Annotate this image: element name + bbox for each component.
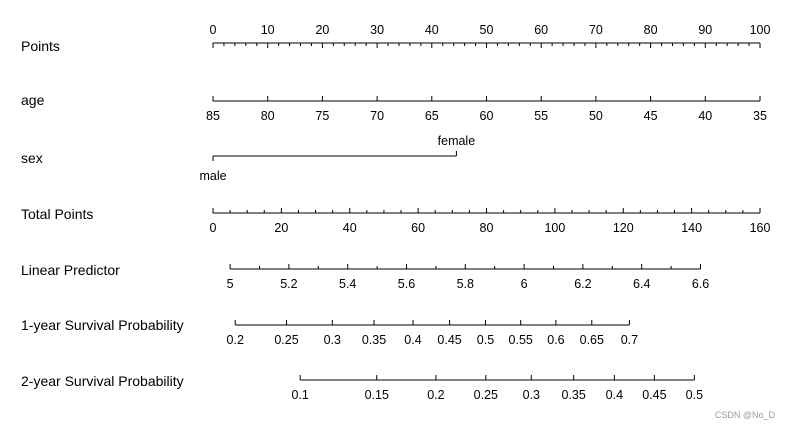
- label-linear-predictor: Linear Predictor: [21, 262, 120, 278]
- surv2-tick-label: 0.5: [686, 388, 703, 402]
- age-tick-label: 50: [589, 109, 603, 123]
- surv1-tick-label: 0.45: [437, 333, 461, 347]
- age-tick-label: 75: [315, 109, 329, 123]
- lp-tick-label: 5.8: [457, 277, 474, 291]
- total-tick-label: 40: [343, 221, 357, 235]
- total-tick-label: 80: [480, 221, 494, 235]
- lp-tick-label: 6.2: [574, 277, 591, 291]
- lp-tick-label: 5: [227, 277, 234, 291]
- lp-tick-label: 6.6: [692, 277, 709, 291]
- age-tick-label: 65: [425, 109, 439, 123]
- surv2-tick-label: 0.25: [474, 388, 498, 402]
- sex-label-female: female: [438, 134, 476, 148]
- points-tick-label: 50: [480, 23, 494, 37]
- total-tick-label: 140: [681, 221, 702, 235]
- points-tick-label: 100: [750, 23, 771, 37]
- age-tick-label: 85: [206, 109, 220, 123]
- surv2-tick-label: 0.35: [562, 388, 586, 402]
- age-tick-label: 80: [261, 109, 275, 123]
- age-tick-label: 45: [644, 109, 658, 123]
- surv2-tick-label: 0.45: [642, 388, 666, 402]
- surv1-tick-label: 0.4: [404, 333, 421, 347]
- points-tick-label: 60: [534, 23, 548, 37]
- surv1-tick-label: 0.2: [227, 333, 244, 347]
- total-tick-label: 160: [750, 221, 771, 235]
- surv1-tick-label: 0.65: [580, 333, 604, 347]
- total-tick-label: 100: [544, 221, 565, 235]
- age-tick-label: 60: [480, 109, 494, 123]
- lp-tick-label: 6.4: [633, 277, 650, 291]
- label-1yr-survival: 1-year Survival Probability: [21, 317, 184, 333]
- points-tick-label: 90: [698, 23, 712, 37]
- label-points: Points: [21, 38, 60, 54]
- total-tick-label: 0: [210, 221, 217, 235]
- age-tick-label: 55: [534, 109, 548, 123]
- surv2-tick-label: 0.4: [606, 388, 623, 402]
- surv1-tick-label: 0.35: [362, 333, 386, 347]
- lp-tick-label: 5.4: [339, 277, 356, 291]
- surv1-tick-label: 0.7: [621, 333, 638, 347]
- points-tick-label: 10: [261, 23, 275, 37]
- lp-tick-label: 5.2: [280, 277, 297, 291]
- total-tick-label: 20: [274, 221, 288, 235]
- lp-tick-label: 5.6: [398, 277, 415, 291]
- lp-tick-label: 6: [521, 277, 528, 291]
- points-tick-label: 30: [370, 23, 384, 37]
- points-tick-label: 20: [315, 23, 329, 37]
- surv2-tick-label: 0.1: [291, 388, 308, 402]
- age-tick-label: 40: [698, 109, 712, 123]
- total-tick-label: 120: [613, 221, 634, 235]
- label-age: age: [21, 92, 45, 108]
- label-total-points: Total Points: [21, 206, 93, 222]
- label-sex: sex: [21, 150, 43, 166]
- label-2yr-survival: 2-year Survival Probability: [21, 373, 184, 389]
- surv2-tick-label: 0.15: [365, 388, 389, 402]
- age-tick-label: 35: [753, 109, 767, 123]
- points-tick-label: 80: [644, 23, 658, 37]
- points-tick-label: 40: [425, 23, 439, 37]
- points-tick-label: 0: [210, 23, 217, 37]
- watermark: CSDN @No_D: [715, 410, 776, 420]
- points-tick-label: 70: [589, 23, 603, 37]
- surv1-tick-label: 0.6: [547, 333, 564, 347]
- age-tick-label: 70: [370, 109, 384, 123]
- surv1-tick-label: 0.5: [477, 333, 494, 347]
- surv1-tick-label: 0.3: [324, 333, 341, 347]
- surv2-tick-label: 0.3: [523, 388, 540, 402]
- total-tick-label: 60: [411, 221, 425, 235]
- surv1-tick-label: 0.55: [509, 333, 533, 347]
- surv1-tick-label: 0.25: [274, 333, 298, 347]
- surv2-tick-label: 0.2: [427, 388, 444, 402]
- axis-labels: Points age sex Total Points Linear Predi…: [21, 38, 184, 389]
- sex-label-male: male: [199, 169, 226, 183]
